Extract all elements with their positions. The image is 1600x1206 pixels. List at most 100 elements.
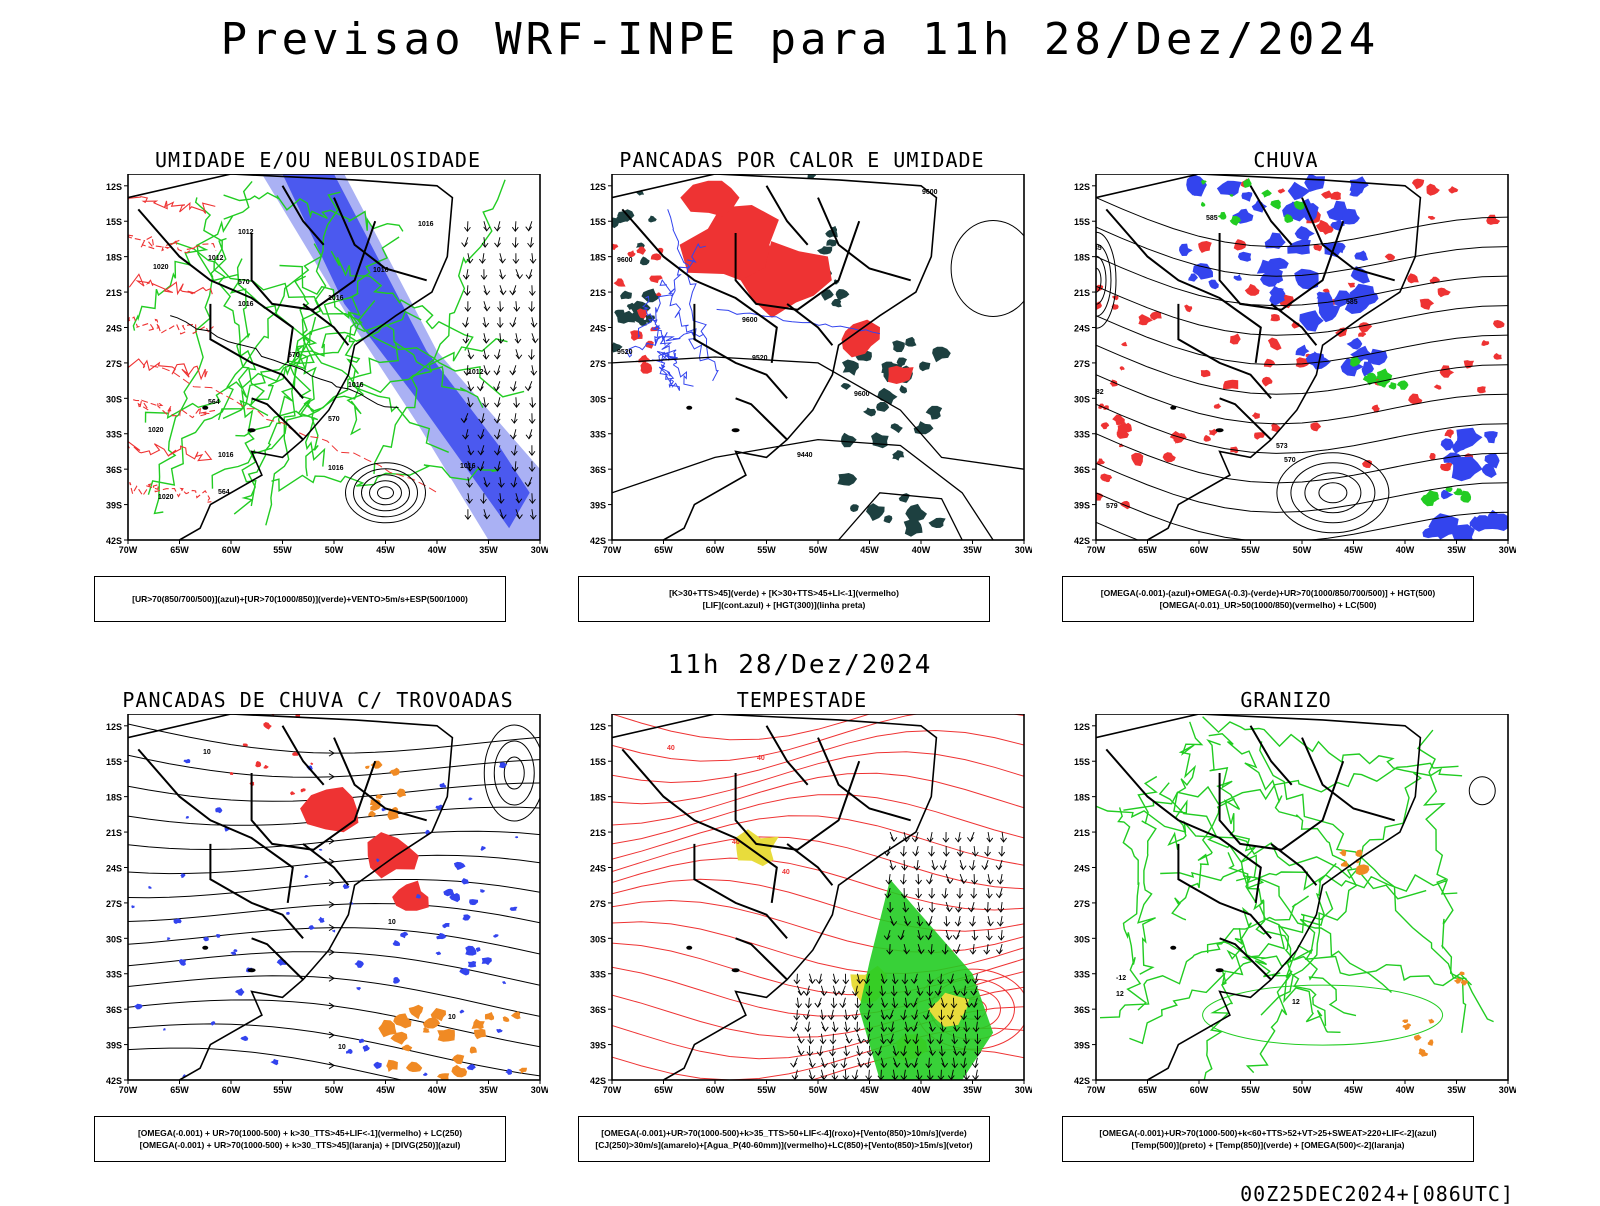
wind-vector-850 (885, 874, 893, 885)
lat-label: 33S (106, 970, 122, 980)
rain-area-green (1388, 382, 1397, 390)
instability-area-green (892, 340, 905, 353)
wind-vector (482, 317, 490, 328)
wind-vector (477, 429, 485, 440)
rain-area-red (1200, 369, 1211, 378)
low-pressure-contour (1290, 462, 1376, 524)
state-border (250, 220, 377, 311)
instability-area-green (837, 473, 858, 486)
wind-vector-850 (925, 915, 933, 927)
wind-vector-850 (866, 1021, 874, 1033)
streamline-250-arrow (328, 858, 335, 866)
wind-vector (511, 461, 519, 472)
convective-area-red (888, 365, 914, 384)
lake (731, 428, 740, 433)
lon-label: 65W (170, 545, 189, 555)
wind-vector-850 (928, 888, 936, 899)
shower-area-orange (430, 1008, 446, 1022)
shower-area-orange (405, 1061, 423, 1072)
wind-vector-850 (880, 1021, 888, 1033)
omega-area-orange (1402, 1019, 1409, 1023)
wind-vector (510, 381, 517, 392)
shower-area-orange (393, 1013, 412, 1029)
temp850-contour-green (1096, 805, 1427, 900)
divergence-contour-blue (479, 889, 486, 893)
rain-area-red (1229, 333, 1241, 345)
omega-area-orange (1428, 1018, 1435, 1024)
rain-area-red (1100, 473, 1113, 482)
coastline (128, 714, 454, 1080)
wind-vector-850 (995, 859, 1003, 871)
lon-label: 60W (1190, 545, 1209, 555)
rain-area-green (1200, 201, 1206, 207)
panel-map: -12 12 12 12S 15S 18S 21S 24S 27S 30S 33S 36S 39S 42S… (1056, 714, 1516, 1114)
divergence-contour-blue (499, 762, 508, 769)
lon-label: 65W (170, 1085, 189, 1095)
state-border (693, 843, 788, 939)
wind-vector (497, 493, 505, 504)
rain-area-red (1407, 273, 1419, 284)
lake (202, 405, 209, 410)
panel-pancadas-calor: PANCADAS POR CALOR E UMIDADE 9600 9600 960… (572, 148, 1032, 628)
rain-area-blue (1179, 243, 1193, 256)
lake (1170, 945, 1177, 950)
wind-vector-850 (889, 915, 898, 927)
lon-label: 30W (1499, 1085, 1516, 1095)
divergence-contour-blue (131, 905, 135, 909)
wind-vector-850 (853, 1021, 861, 1033)
wind-vector (461, 237, 469, 248)
wind-vector-850 (960, 985, 968, 997)
contour-label: 1016 (348, 382, 364, 389)
rh-contour-green (147, 243, 323, 495)
wind-vector-850 (925, 929, 933, 941)
rain-area-red (1267, 337, 1282, 351)
wind-vector-850 (864, 1033, 871, 1045)
wind-vector-850 (831, 1069, 839, 1080)
lon-label: 40W (428, 545, 447, 555)
wind-vector-850 (793, 1009, 801, 1021)
state-border (1301, 197, 1395, 282)
rain-area-red (1173, 433, 1187, 444)
wind-vector-850 (899, 874, 907, 885)
wind-vector-850 (970, 985, 978, 996)
streamline-250-arrow (328, 974, 335, 982)
rain-area-blue (1299, 310, 1324, 332)
state-border (1301, 737, 1395, 822)
wind-vector-850 (796, 985, 805, 996)
rain-area-red (1358, 322, 1373, 333)
wind-vector-850 (856, 973, 864, 985)
rh-contour-green (271, 464, 500, 492)
wind-vector-850 (928, 1045, 936, 1056)
wind-vector (525, 429, 533, 440)
wind-vector-850 (880, 1033, 887, 1045)
lat-label: 21S (106, 828, 122, 838)
wind-vector-850 (952, 929, 961, 941)
contour-label: 10 (448, 1014, 456, 1021)
wind-vector-850 (910, 997, 918, 1008)
state-border (1105, 748, 1262, 904)
wind-vector (493, 365, 501, 376)
wind-vector-850 (900, 1009, 907, 1021)
panel-legend: [OMEGA(-0.001)+UR>70(1000-500)+k<60+TTS>… (1062, 1116, 1474, 1162)
omega-area-orange (1459, 971, 1465, 976)
rain-area-blue (1237, 251, 1252, 262)
contour-label: 12 (1116, 991, 1124, 998)
lat-label: 30S (106, 394, 122, 404)
rain-area-green (1284, 214, 1294, 223)
lon-label: 30W (1015, 1085, 1032, 1095)
divergence-contour-blue (210, 1021, 216, 1026)
isobar (369, 480, 402, 506)
shower-area-orange (422, 1027, 430, 1033)
wind-vector (529, 397, 537, 408)
wind-vector-850 (913, 860, 921, 871)
lc850-streamline (612, 857, 1024, 911)
contour-label: 570 (238, 279, 250, 286)
lat-label: 36S (1074, 465, 1090, 475)
temp850-contour-green (1206, 739, 1265, 889)
map-svg: 58558558258258557357057958212S15S18S21S2… (1074, 174, 1516, 555)
temp850-contour-green (1171, 798, 1236, 921)
lat-label: 42S (1074, 536, 1090, 546)
omega-area-orange (1427, 1039, 1434, 1046)
temp850-contour-green (1160, 868, 1458, 895)
wind-vector-850 (790, 1057, 798, 1068)
